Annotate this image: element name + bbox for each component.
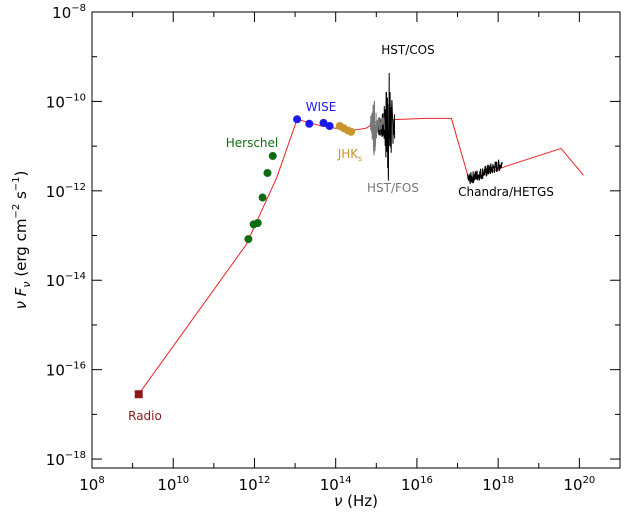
spectrum-hst-cos	[377, 72, 396, 181]
y-tick-label: 10−8	[52, 3, 86, 22]
axis-titles-group: ν (Hz) ν Fν (erg cm−2 s−1)	[11, 171, 378, 510]
x-axis-title: ν (Hz)	[334, 492, 378, 510]
x-tick-label: 1012	[239, 475, 271, 494]
point-radio	[134, 390, 143, 399]
annotation-label: HST/FOS	[367, 181, 419, 195]
annotation-label: Chandra/HETGS	[458, 185, 554, 199]
point-herschel	[244, 235, 253, 244]
spectrum-hst-fos	[369, 100, 385, 156]
x-tick-label: 1020	[563, 475, 595, 494]
annotation-label: Herschel	[226, 136, 279, 150]
x-tick-label: 1016	[401, 475, 433, 494]
plot-frame-group	[91, 11, 621, 469]
point-herschel	[268, 151, 277, 160]
point-herschel	[263, 168, 272, 177]
y-tick-label: 10−12	[46, 182, 86, 201]
point-wise	[293, 115, 302, 124]
x-tick-label: 108	[79, 475, 104, 494]
point-herschel	[258, 193, 267, 202]
annotation-label: WISE	[306, 100, 337, 114]
point-herschel	[253, 219, 262, 228]
y-tick-label: 10−10	[46, 92, 86, 111]
spectra-group	[369, 72, 503, 185]
annotation-label: HST/COS	[381, 43, 434, 57]
annotation-label: Radio	[128, 409, 162, 423]
y-tick-label: 10−16	[46, 361, 86, 380]
point-wise	[319, 118, 328, 127]
data-points-group	[134, 115, 356, 399]
y-tick-label: 10−18	[46, 450, 86, 469]
annotation-label: JHKs	[337, 147, 363, 163]
point-wise	[305, 119, 314, 128]
y-axis-title: ν Fν (erg cm−2 s−1)	[11, 171, 33, 310]
point-jhks	[347, 127, 356, 136]
x-tick-label: 1010	[157, 475, 189, 494]
x-tick-label: 1018	[482, 475, 514, 494]
axis-ticks: 108 1010 1012 1014 1016 1018 1020 10−18 10−16 10−…	[46, 3, 621, 494]
point-wise	[325, 122, 334, 130]
y-tick-label: 10−14	[46, 271, 86, 290]
annotations-group: Radio Herschel WISE JHKs HST/COS HST/FOS Chand…	[128, 43, 554, 423]
x-tick-label: 1014	[320, 475, 352, 494]
spectrum-chandra-hetgs	[467, 159, 503, 185]
plot-frame	[91, 11, 621, 469]
